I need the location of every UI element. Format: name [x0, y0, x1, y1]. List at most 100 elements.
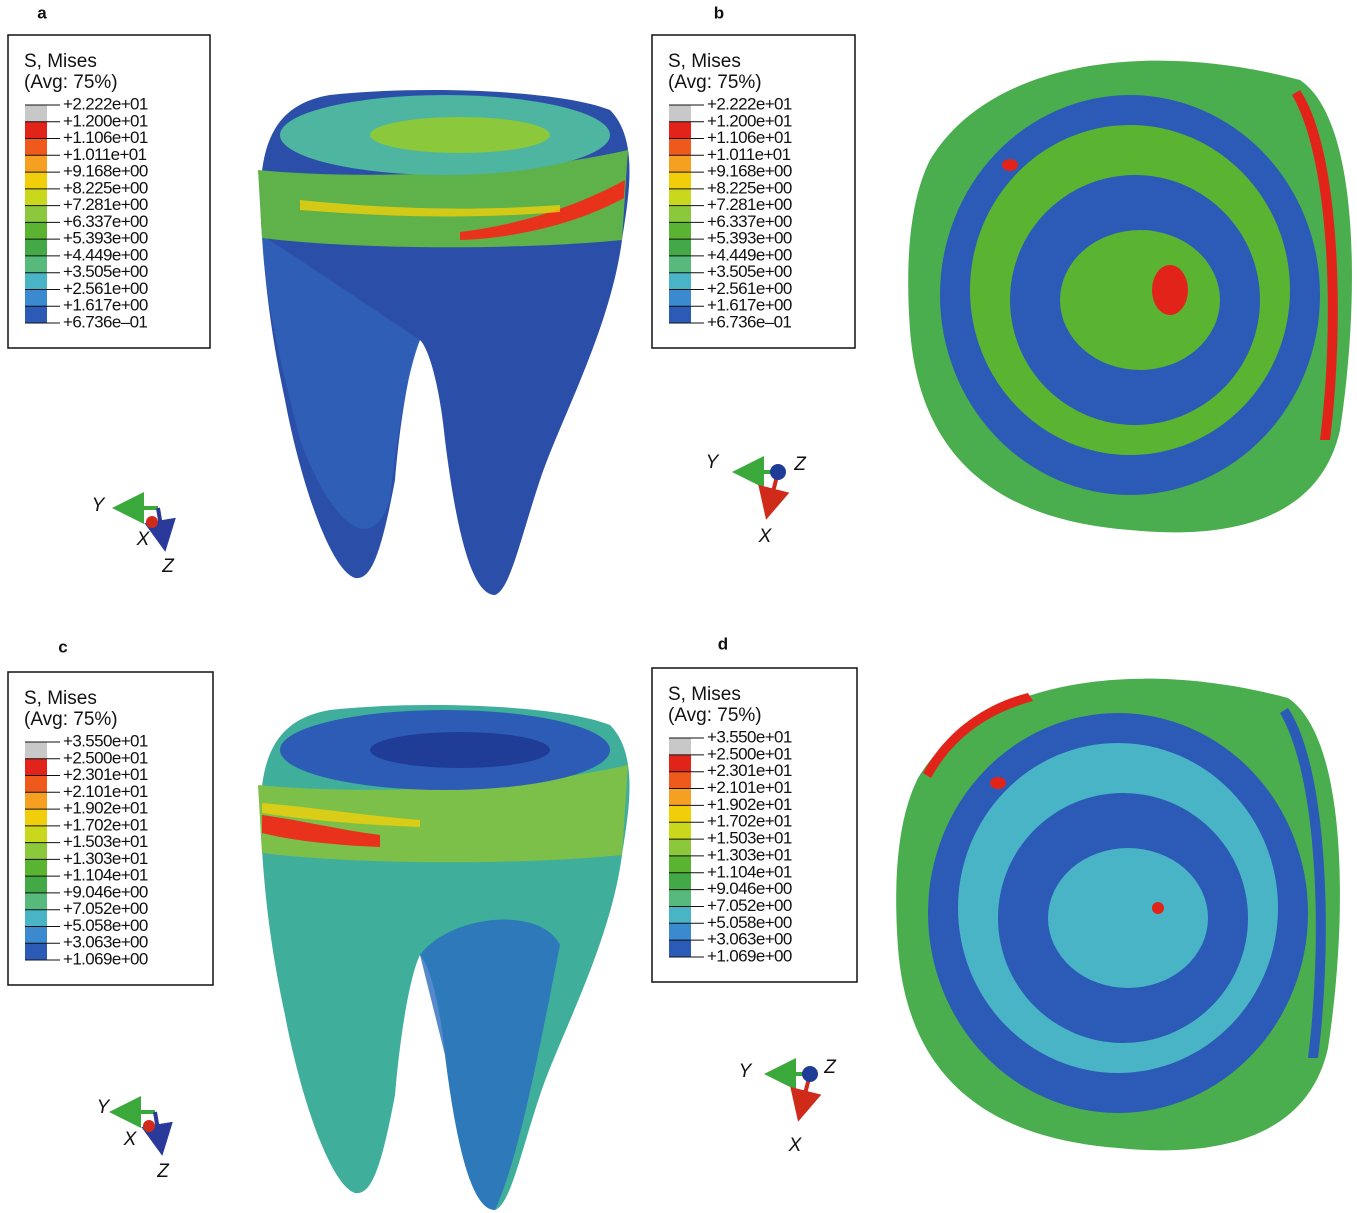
legend-title: S, Mises — [24, 688, 97, 709]
axis-dot — [802, 1066, 818, 1082]
legend-color — [669, 890, 691, 907]
axis-label: Z — [161, 556, 175, 577]
axis-label: Z — [793, 454, 807, 475]
hot-spot — [990, 777, 1006, 789]
legend-subtitle: (Avg: 75%) — [668, 72, 762, 93]
legend-color — [25, 155, 47, 172]
legend-subtitle: (Avg: 75%) — [24, 709, 118, 730]
axis-label: X — [136, 529, 151, 550]
legend-color — [25, 759, 47, 776]
legend-color — [25, 289, 47, 306]
figure: aS, Mises(Avg: 75%)+2.222e+01+1.200e+01+… — [0, 0, 1357, 1213]
panel: aS, Mises(Avg: 75%)+2.222e+01+1.200e+01+… — [8, 3, 630, 595]
panel: cS, Mises(Avg: 75%)+3.550e+01+2.500e+01+… — [8, 637, 630, 1210]
legend-color — [25, 306, 47, 323]
legend-color — [669, 189, 691, 206]
legend-color — [669, 172, 691, 189]
core — [1048, 848, 1208, 988]
legend-color — [25, 742, 47, 759]
panel-label: c — [58, 637, 67, 656]
legend-color — [669, 306, 691, 323]
legend-color — [25, 122, 47, 139]
legend-tick-label: +1.069e+00 — [707, 946, 792, 965]
legend-color — [669, 822, 691, 839]
legend-color — [669, 139, 691, 156]
legend-color — [25, 273, 47, 290]
legend-color — [25, 222, 47, 239]
legend-color — [669, 122, 691, 139]
hot-spot — [1002, 159, 1018, 171]
legend-subtitle: (Avg: 75%) — [668, 705, 762, 726]
legend-tick-label: +1.069e+00 — [63, 949, 148, 968]
legend-color — [669, 856, 691, 873]
legend-color — [669, 738, 691, 755]
legend-color — [25, 792, 47, 809]
legend-color — [25, 139, 47, 156]
render — [258, 705, 630, 1210]
legend-color — [25, 910, 47, 927]
render — [258, 90, 630, 595]
legend-color — [669, 839, 691, 856]
axis-label: Z — [823, 1057, 837, 1078]
legend-color — [669, 940, 691, 957]
legend-color — [669, 805, 691, 822]
legend-color — [25, 206, 47, 223]
axis-label: Y — [92, 495, 106, 516]
axis-label: Y — [706, 452, 720, 473]
legend-color — [669, 206, 691, 223]
legend-color — [25, 859, 47, 876]
axis-label: X — [788, 1135, 803, 1156]
legend-tick-label: +6.736e–01 — [63, 312, 147, 331]
legend-subtitle: (Avg: 75%) — [24, 72, 118, 93]
axis-label: X — [758, 526, 773, 547]
render — [896, 679, 1340, 1151]
axis-label: X — [123, 1129, 138, 1150]
legend-color — [669, 222, 691, 239]
legend-color — [25, 926, 47, 943]
legend-color — [25, 105, 47, 122]
legend-title: S, Mises — [24, 51, 97, 72]
legend-color — [669, 772, 691, 789]
axis-label: Y — [739, 1061, 753, 1082]
legend-color — [669, 789, 691, 806]
axis-dot — [143, 1120, 155, 1132]
legend-color — [25, 943, 47, 960]
panel-label: a — [37, 3, 47, 22]
legend-title: S, Mises — [668, 684, 741, 705]
render — [908, 61, 1352, 533]
legend-color — [669, 256, 691, 273]
hot-spot — [1152, 265, 1188, 315]
legend-color — [25, 843, 47, 860]
legend-color — [25, 189, 47, 206]
legend-color — [669, 873, 691, 890]
legend-color — [669, 755, 691, 772]
legend-color — [669, 105, 691, 122]
legend-color — [669, 273, 691, 290]
crown-top — [370, 117, 550, 153]
legend-title: S, Mises — [668, 51, 741, 72]
legend-color — [669, 923, 691, 940]
crown-top — [370, 732, 550, 768]
legend-color — [25, 826, 47, 843]
axis-dot — [770, 464, 786, 480]
legend-color — [25, 776, 47, 793]
legend-color — [25, 809, 47, 826]
axis-label: Y — [97, 1097, 111, 1118]
legend-color — [25, 172, 47, 189]
panel-label: d — [718, 634, 728, 653]
legend-tick-label: +6.736e–01 — [707, 312, 791, 331]
axis-arrow — [158, 508, 164, 544]
legend-color — [669, 155, 691, 172]
legend-color — [669, 289, 691, 306]
legend-color — [669, 239, 691, 256]
axis-arrow — [155, 1112, 161, 1148]
hot-spot — [1152, 902, 1164, 914]
legend-color — [25, 256, 47, 273]
axis-dot — [146, 516, 158, 528]
legend-color — [25, 876, 47, 893]
axis-label: Z — [156, 1161, 170, 1182]
core — [1060, 230, 1220, 370]
panel-label: b — [714, 3, 724, 22]
legend-color — [25, 239, 47, 256]
panel: dS, Mises(Avg: 75%)+3.550e+01+2.500e+01+… — [652, 634, 1340, 1156]
